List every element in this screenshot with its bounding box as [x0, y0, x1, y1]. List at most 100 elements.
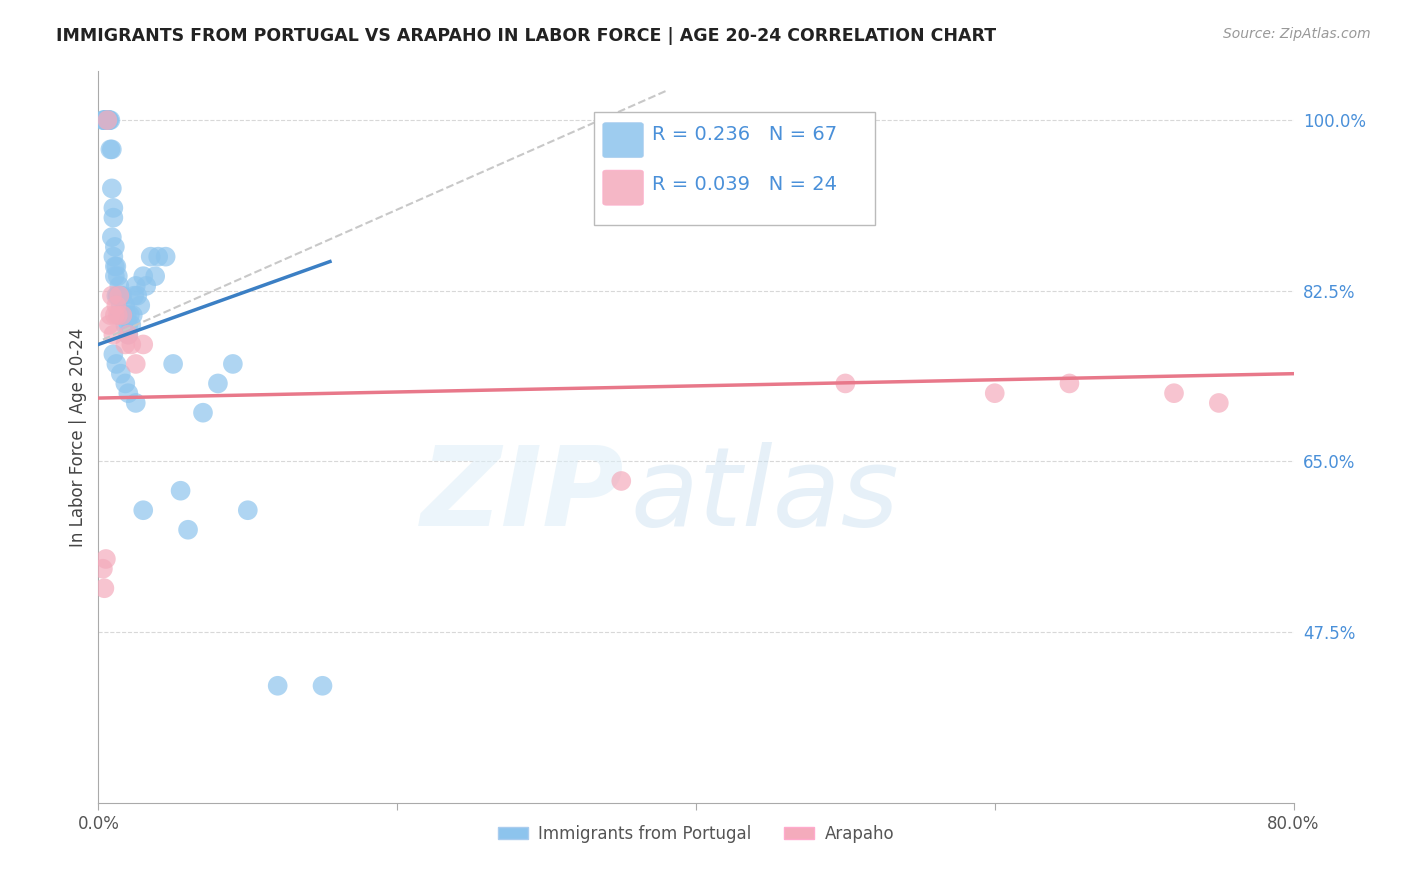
- Point: [120, 318, 142, 332]
- Point: [143, 269, 166, 284]
- Point: [127, 288, 149, 302]
- Point: [96, 113, 118, 128]
- Point: [101, 181, 124, 195]
- Point: [155, 250, 177, 264]
- Point: [117, 386, 139, 401]
- Point: [97, 113, 120, 128]
- FancyBboxPatch shape: [595, 112, 875, 225]
- Point: [107, 269, 129, 284]
- Point: [207, 376, 229, 391]
- Point: [132, 503, 155, 517]
- Point: [169, 483, 191, 498]
- Point: [103, 211, 125, 225]
- Point: [177, 523, 200, 537]
- Text: R = 0.039   N = 24: R = 0.039 N = 24: [652, 175, 837, 194]
- Point: [108, 279, 131, 293]
- Point: [139, 250, 162, 264]
- Point: [98, 113, 122, 128]
- Point: [236, 503, 259, 517]
- Point: [114, 337, 136, 351]
- Point: [103, 347, 125, 361]
- Point: [117, 327, 139, 342]
- Y-axis label: In Labor Force | Age 20-24: In Labor Force | Age 20-24: [69, 327, 87, 547]
- Point: [101, 142, 124, 156]
- Text: atlas: atlas: [630, 442, 898, 549]
- Point: [118, 308, 141, 322]
- Point: [101, 230, 124, 244]
- Text: Source: ZipAtlas.com: Source: ZipAtlas.com: [1223, 27, 1371, 41]
- Point: [103, 327, 125, 342]
- Point: [103, 201, 125, 215]
- Point: [94, 113, 117, 128]
- Point: [96, 113, 118, 128]
- Point: [111, 288, 134, 302]
- Point: [125, 279, 148, 293]
- Point: [117, 327, 139, 342]
- Text: IMMIGRANTS FROM PORTUGAL VS ARAPAHO IN LABOR FORCE | AGE 20-24 CORRELATION CHART: IMMIGRANTS FROM PORTUGAL VS ARAPAHO IN L…: [56, 27, 997, 45]
- Point: [105, 288, 128, 302]
- Point: [98, 142, 122, 156]
- Text: ZIP: ZIP: [420, 442, 624, 549]
- Point: [104, 269, 127, 284]
- Point: [97, 113, 120, 128]
- Point: [103, 250, 125, 264]
- Point: [1059, 376, 1081, 391]
- Point: [97, 113, 120, 128]
- Point: [91, 562, 114, 576]
- Point: [105, 298, 128, 312]
- Point: [111, 308, 134, 322]
- Point: [94, 113, 117, 128]
- Point: [98, 308, 122, 322]
- Point: [97, 318, 120, 332]
- Point: [105, 357, 128, 371]
- Point: [132, 269, 155, 284]
- Point: [96, 113, 118, 128]
- Point: [125, 357, 148, 371]
- Point: [162, 357, 184, 371]
- Legend: Immigrants from Portugal, Arapaho: Immigrants from Portugal, Arapaho: [491, 818, 901, 849]
- Point: [120, 337, 142, 351]
- Point: [101, 288, 124, 302]
- Point: [107, 288, 129, 302]
- Point: [104, 240, 127, 254]
- FancyBboxPatch shape: [603, 170, 644, 205]
- Point: [111, 308, 134, 322]
- Point: [125, 396, 148, 410]
- Point: [267, 679, 290, 693]
- Point: [834, 376, 856, 391]
- Point: [108, 288, 131, 302]
- Point: [1208, 396, 1230, 410]
- Point: [117, 318, 139, 332]
- Point: [124, 288, 146, 302]
- Point: [112, 308, 135, 322]
- Point: [105, 260, 128, 274]
- Point: [104, 260, 127, 274]
- Point: [91, 113, 114, 128]
- Point: [110, 298, 132, 312]
- Point: [93, 113, 115, 128]
- Point: [984, 386, 1007, 401]
- Point: [115, 308, 138, 322]
- Point: [108, 308, 131, 322]
- Point: [94, 552, 117, 566]
- Point: [107, 308, 129, 322]
- Point: [1163, 386, 1185, 401]
- Point: [114, 376, 136, 391]
- Point: [93, 113, 115, 128]
- Point: [110, 288, 132, 302]
- Point: [104, 308, 127, 322]
- FancyBboxPatch shape: [603, 122, 644, 158]
- Point: [110, 367, 132, 381]
- Point: [94, 113, 117, 128]
- Point: [129, 298, 152, 312]
- Point: [114, 298, 136, 312]
- Point: [222, 357, 245, 371]
- Point: [148, 250, 170, 264]
- Point: [191, 406, 214, 420]
- Point: [135, 279, 157, 293]
- Point: [132, 337, 155, 351]
- Point: [610, 474, 633, 488]
- Point: [311, 679, 333, 693]
- Point: [93, 581, 115, 595]
- Point: [114, 318, 136, 332]
